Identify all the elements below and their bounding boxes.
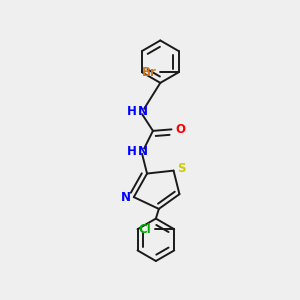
Text: N: N — [138, 145, 148, 158]
Text: Cl: Cl — [139, 223, 151, 236]
Text: N: N — [121, 190, 131, 204]
Text: H: H — [127, 105, 137, 118]
Text: N: N — [138, 105, 148, 118]
Text: O: O — [176, 123, 186, 136]
Text: Br: Br — [142, 66, 157, 79]
Text: H: H — [127, 145, 137, 158]
Text: S: S — [177, 162, 186, 175]
